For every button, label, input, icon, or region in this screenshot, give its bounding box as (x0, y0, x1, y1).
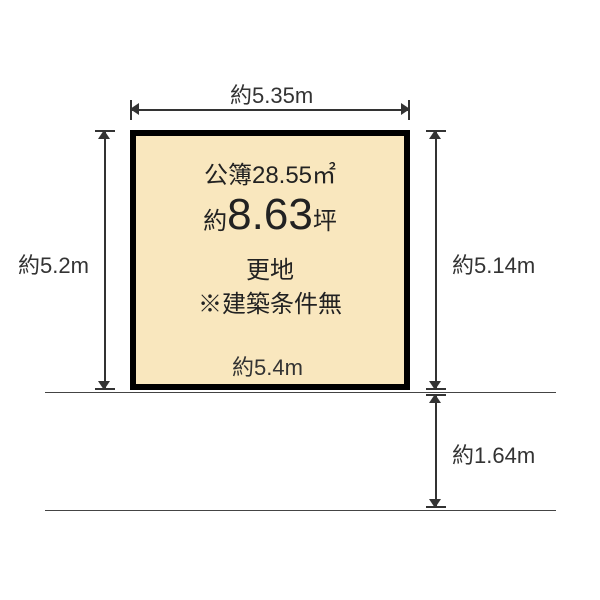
dim-road-label: 約1.64m (452, 438, 535, 470)
land-status: 更地 (130, 250, 410, 285)
tsubo-prefix: 約 (203, 208, 227, 235)
dim-right-label: 約5.14m (452, 248, 535, 280)
tsubo-value: 8.63 (227, 190, 313, 239)
dim-bottom-label: 約5.4m (232, 350, 303, 382)
tsubo-suffix: 坪 (313, 208, 337, 235)
dim-left-label: 約5.2m (18, 248, 89, 280)
build-condition: ※建築条件無 (130, 284, 410, 319)
dim-top-label: 約5.35m (230, 78, 313, 110)
road-edge-upper (45, 392, 556, 393)
area-m2: 公簿28.55㎡ (130, 155, 410, 190)
area-tsubo: 約8.63坪 (130, 190, 410, 240)
road-edge-lower (45, 510, 556, 511)
